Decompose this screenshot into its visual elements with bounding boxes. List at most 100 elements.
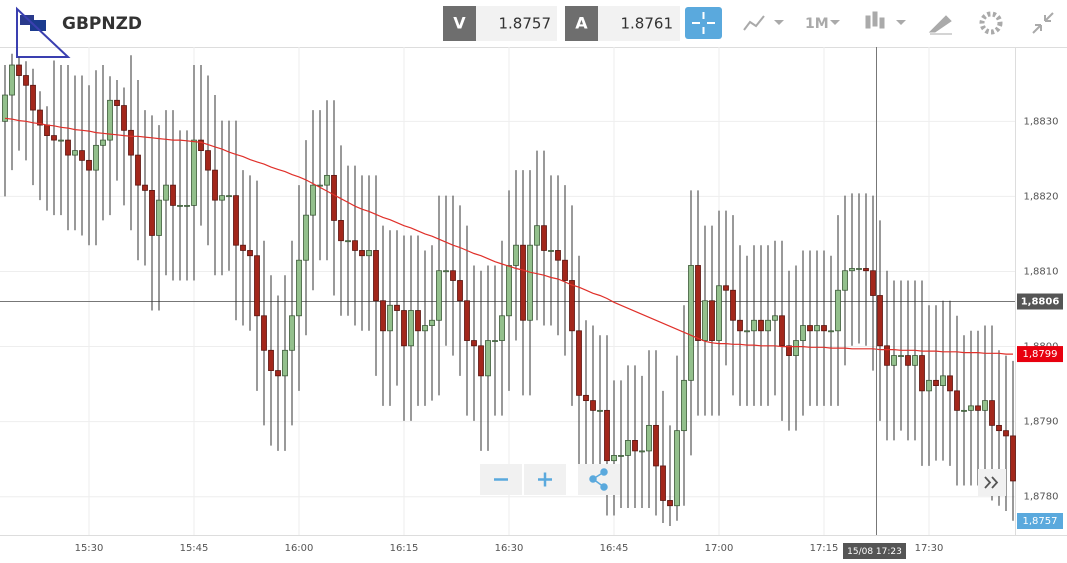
candle-body (562, 259, 568, 281)
candle-body (345, 240, 351, 243)
crosshair-button[interactable] (685, 7, 722, 39)
scroll-right-icon (984, 476, 999, 489)
candle-body (16, 64, 22, 76)
candle-body (394, 304, 400, 311)
candle-body (611, 455, 617, 462)
candle-body (121, 105, 127, 131)
crosshair-icon (692, 12, 715, 34)
candle-body (387, 304, 393, 332)
candle-body (310, 184, 316, 216)
x-tick-label: 16:00 (285, 543, 314, 554)
candle-body (303, 214, 309, 261)
y-tick-label: 1,8780 (1024, 492, 1059, 503)
scroll-right-button[interactable] (978, 469, 1006, 496)
candle-body (793, 340, 799, 356)
timeframe-arrow (830, 20, 840, 25)
candle-body (849, 268, 855, 272)
candle-body (527, 244, 533, 321)
candle-body (233, 195, 239, 246)
candle-body (898, 355, 904, 357)
share-button[interactable] (578, 464, 620, 495)
candle-body (842, 270, 848, 291)
candle-body (660, 465, 666, 501)
candle-body (478, 345, 484, 377)
candle-body (926, 379, 932, 392)
candle-body (1010, 435, 1016, 482)
candle-body (212, 169, 218, 201)
candle-body (548, 250, 554, 252)
candle-style-button[interactable] (865, 11, 906, 29)
fullscreen-button[interactable] (1032, 12, 1054, 34)
candle-body (415, 310, 421, 332)
candle-body (891, 355, 897, 366)
draw-button[interactable] (928, 15, 952, 35)
candle-body (247, 250, 253, 257)
candle-body (800, 325, 806, 341)
candle-body (352, 240, 358, 251)
candle-body (219, 195, 225, 201)
candle-body (324, 174, 330, 186)
candle-body (513, 244, 519, 266)
x-tick-label: 16:15 (390, 543, 419, 554)
candle-body (191, 139, 197, 206)
candle-body (163, 184, 169, 201)
candle-body (786, 345, 792, 356)
price-marker-label: 1,8799 (1023, 349, 1058, 360)
candle-body (604, 409, 610, 462)
candle-body (37, 109, 43, 126)
candle-body (226, 195, 232, 198)
timeframe[interactable]: 1M (805, 16, 829, 32)
candle-body (58, 139, 64, 142)
candle-body (520, 244, 526, 321)
candle-body (135, 154, 141, 186)
candle-body (758, 319, 764, 332)
candle-body (877, 295, 883, 347)
bid-tag (443, 6, 476, 41)
candle-body (142, 184, 148, 191)
candle-body (905, 355, 911, 366)
price-marker-box (1017, 346, 1063, 363)
candle-body (485, 340, 491, 377)
candle-body (65, 139, 71, 156)
plot-area (0, 47, 1016, 535)
candle-body (870, 270, 876, 296)
candle-body (912, 355, 918, 366)
candle-body (499, 315, 505, 341)
candle-body (2, 94, 8, 122)
candle-body (30, 84, 36, 111)
candle-body (639, 450, 645, 453)
x-tick-label: 17:30 (915, 543, 944, 554)
candle-body (975, 405, 981, 411)
bid-label: V (453, 14, 466, 33)
candle-body (198, 139, 204, 152)
settings-button[interactable] (979, 11, 1003, 35)
candle-body (940, 375, 946, 386)
ask-label: A (575, 14, 588, 33)
candle-body (359, 250, 365, 257)
chart-type-button[interactable] (743, 15, 784, 31)
candle-body (282, 349, 288, 377)
candle-body (807, 325, 813, 332)
x-tick-label: 17:15 (810, 543, 839, 554)
candle-body (835, 289, 841, 332)
candle-body (506, 265, 512, 317)
bid-box[interactable] (476, 6, 557, 41)
candle-body (240, 244, 246, 251)
candle-body (401, 310, 407, 347)
candle-body (296, 259, 302, 317)
candle-body (597, 409, 603, 412)
ask-box[interactable] (598, 6, 680, 41)
candle-body (982, 400, 988, 411)
candle-body (646, 424, 652, 452)
candle-body (569, 280, 575, 332)
candle-body (919, 355, 925, 392)
candle-body (702, 300, 708, 341)
candle-body (751, 319, 757, 332)
candle-body (723, 285, 729, 291)
candle-body (156, 199, 162, 236)
ask-tag (565, 6, 598, 41)
candle-body (856, 268, 862, 270)
candle-body (828, 330, 834, 333)
candle-body (716, 285, 722, 341)
symbol[interactable]: GBPNZD (62, 14, 142, 34)
